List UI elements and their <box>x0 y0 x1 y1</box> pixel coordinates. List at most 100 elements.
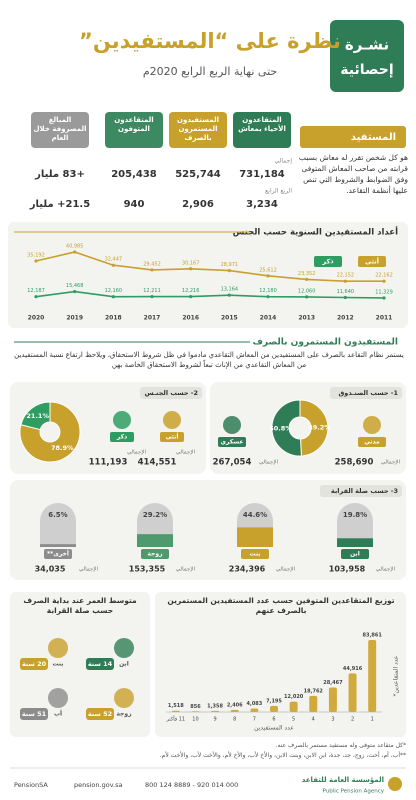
line-point <box>305 277 309 281</box>
stat-header-text: المبالغ المصروفة خلال العام <box>33 116 87 142</box>
data-label: 23,352 <box>298 271 316 277</box>
stat-quarter: 940 <box>124 199 145 210</box>
sub-tag <box>330 387 402 399</box>
badge-text: إحصائية <box>340 62 393 78</box>
badge <box>330 20 404 92</box>
row-label: إجمالي <box>274 158 292 165</box>
stat-header-text: المستفيدون المستمرون بالصرف <box>177 116 219 142</box>
fund-panel <box>210 382 406 474</box>
bar <box>328 687 337 712</box>
sub-title: 3- حسب صلة القرابة <box>331 487 398 495</box>
share-bar <box>237 527 273 547</box>
x-tick-label: 11 فأكثر <box>166 715 186 723</box>
name-label: مدني <box>364 439 380 446</box>
relation-label: أب <box>54 710 62 718</box>
age-tag <box>86 708 114 720</box>
total-value: 267,054 <box>213 458 252 468</box>
data-label: 22,162 <box>375 273 393 279</box>
person-icon <box>48 638 68 658</box>
age-label: 52 سنة <box>88 710 112 718</box>
age-tag <box>20 708 48 720</box>
x-tick-label: 2015 <box>221 315 238 322</box>
name-tag <box>141 549 169 559</box>
age-label: 14 سنة <box>88 660 113 668</box>
name-tag <box>44 549 72 559</box>
x-tick-label: 2013 <box>298 315 315 322</box>
line-point <box>343 295 347 300</box>
stat-header-text: المتقاعدون المتوفون <box>114 116 154 133</box>
x-tick-label: 7 <box>253 717 256 723</box>
line-point <box>227 293 231 297</box>
legend-swatch <box>314 256 342 267</box>
sub-title: 1- حسب الصنـدوق <box>339 389 399 397</box>
line-series <box>35 251 384 282</box>
share-label: 44.6% <box>243 511 267 519</box>
donut-slice <box>271 399 302 457</box>
relation-label: زوجة <box>116 711 132 718</box>
data-label: 32,447 <box>105 257 123 263</box>
note-box: **أب، أم، أخت، زوج، جد، جدة، ابن الابن، … <box>160 752 406 759</box>
total-label: الإجمالي <box>276 567 296 573</box>
data-label: 30,167 <box>182 260 200 266</box>
stat-total: +83 مليار <box>34 169 85 180</box>
total-value: 153,355 <box>129 565 166 574</box>
x-tick-label: 4 <box>312 717 315 723</box>
subtitle: حتى نهاية الربع الرابع 2020م <box>143 65 277 78</box>
ages-title-box: متوسط العمر عند بداية الصرف حسب صلة القر… <box>23 596 136 615</box>
person-icon <box>113 411 131 429</box>
share-label: 19.8% <box>343 511 367 519</box>
data-label: 2,406 <box>227 702 243 708</box>
name-label: ابن <box>350 551 360 558</box>
person-icon <box>223 416 241 434</box>
name-label: ذكر <box>116 434 127 441</box>
bar <box>270 705 278 712</box>
name-label: زوجة <box>147 551 163 558</box>
social: PensionSA <box>14 781 48 789</box>
logo <box>388 777 402 791</box>
line-point <box>111 263 115 267</box>
data-label: 22,152 <box>337 273 355 279</box>
data-label: 12,216 <box>182 288 200 294</box>
share-label: 29.2% <box>143 511 167 519</box>
stat-quarter: 2,906 <box>182 199 214 210</box>
section-text-box: يستمر نظام التقاعد بالصرف على المستفيدين… <box>14 351 404 369</box>
note: *كل متقاعد متوفى وله مستفيد مستمر بالصرف… <box>275 742 406 749</box>
share-label: 21.1% <box>26 412 49 420</box>
donut-slice <box>20 401 51 431</box>
total-label: الإجمالي <box>127 450 147 456</box>
donut-slice <box>299 399 329 457</box>
line-point <box>227 269 231 273</box>
stat-quarter: 21.5+ مليار <box>29 199 90 210</box>
definition-text-box: هو كل شخص تقرر له معاش بسبب قرابته من صا… <box>299 153 408 195</box>
stat-header-text-box: المتقاعدون المتوفون <box>114 116 154 133</box>
bar <box>368 640 377 712</box>
data-label: 29,452 <box>143 261 161 267</box>
stat-header-text-box: المتقاعدون الأحياء بمعاش <box>238 116 286 133</box>
org-name: المؤسسة العامة للتقاعد <box>302 776 384 784</box>
share-bar <box>137 534 173 547</box>
name-tag <box>218 437 246 447</box>
x-tick-label: 2 <box>351 717 354 723</box>
x-tick-label: 2017 <box>144 315 161 322</box>
total-value: 111,193 <box>89 458 128 468</box>
definition-title: المستفيد <box>351 132 396 143</box>
data-label: 25,612 <box>259 267 277 273</box>
chart-title: أعداد المستفيدين السنوية حسب الجنس <box>233 226 398 238</box>
bar <box>348 673 357 712</box>
x-tick-label: 2020 <box>28 315 45 322</box>
data-label: 12,211 <box>143 288 161 294</box>
x-axis-label: عدد المستفيدين <box>254 725 294 732</box>
line-point <box>189 295 193 299</box>
badge-text: نشـرة <box>345 36 389 54</box>
relation-label: ابن <box>119 661 129 668</box>
data-label: 11,640 <box>337 289 355 295</box>
total-value: 103,958 <box>329 565 366 574</box>
data-label: 12,180 <box>259 288 277 294</box>
stat-total: 205,438 <box>111 169 157 180</box>
stat-header-text: المتقاعدون الأحياء بمعاش <box>238 116 286 133</box>
definition-tag <box>300 126 406 148</box>
line-series <box>35 290 385 299</box>
title: نظرة على “المستفيدين” <box>79 29 341 53</box>
data-label: 13,164 <box>221 287 239 293</box>
